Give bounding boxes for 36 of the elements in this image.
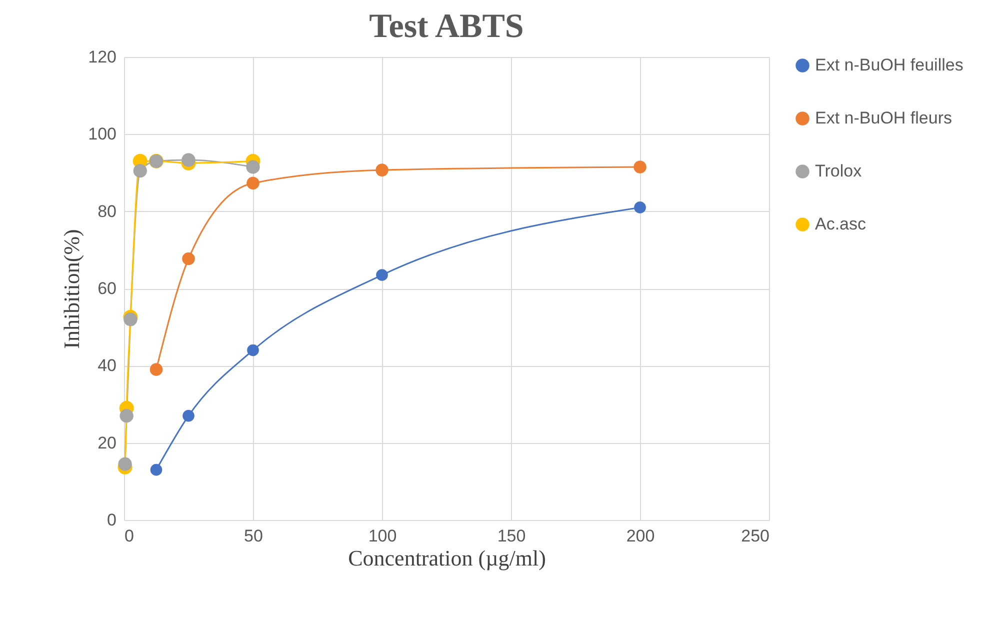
point bbox=[182, 252, 195, 266]
x-tick-label: 100 bbox=[368, 526, 397, 546]
point bbox=[182, 410, 194, 422]
x-tick-label: 0 bbox=[124, 526, 134, 546]
y-tick-label: 20 bbox=[98, 433, 116, 452]
legend-label: Ext n-BuOH fleurs bbox=[815, 108, 952, 128]
y-tick-label: 0 bbox=[107, 510, 116, 530]
y-tick-label: 80 bbox=[98, 202, 116, 221]
legend-label: Trolox bbox=[815, 162, 862, 180]
x-tick-label: 250 bbox=[741, 526, 770, 546]
point bbox=[120, 409, 134, 423]
point bbox=[246, 160, 260, 174]
point bbox=[133, 164, 147, 178]
y-tick-label: 100 bbox=[88, 124, 116, 144]
x-tick-label: 150 bbox=[497, 526, 526, 546]
point bbox=[634, 202, 646, 214]
legend-label: Ac.asc bbox=[815, 214, 867, 234]
point bbox=[634, 160, 646, 174]
point bbox=[150, 363, 163, 376]
point bbox=[376, 269, 388, 281]
y-tick-label: 60 bbox=[98, 279, 116, 298]
y-tick-label: 120 bbox=[88, 48, 116, 66]
y-axis-title: Inhibition(%) bbox=[59, 229, 84, 349]
legend-label: Ext n-BuOH feuilles bbox=[815, 56, 964, 74]
point bbox=[118, 457, 132, 471]
x-axis-title: Concentration (µg/ml) bbox=[348, 546, 546, 570]
point bbox=[182, 153, 196, 167]
point bbox=[246, 176, 260, 190]
chart-title: Test ABTS bbox=[369, 8, 524, 45]
point bbox=[150, 464, 162, 476]
x-tick-label: 50 bbox=[244, 526, 263, 546]
x-tick-label: 200 bbox=[626, 526, 655, 546]
y-tick-label: 40 bbox=[98, 356, 116, 376]
point bbox=[247, 344, 259, 356]
point bbox=[124, 312, 138, 326]
point bbox=[376, 164, 388, 176]
